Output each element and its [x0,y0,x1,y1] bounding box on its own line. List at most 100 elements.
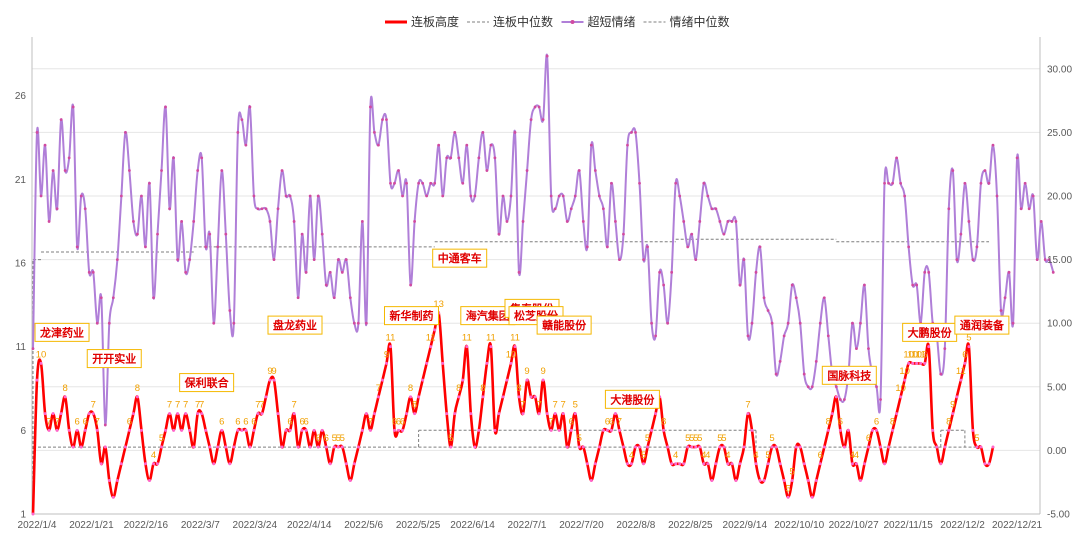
emotion-point [1011,321,1015,325]
height-point [625,462,629,466]
height-point [565,445,569,449]
emotion-point [585,245,589,249]
height-data-label: 4 [673,450,678,461]
height-point [477,428,481,432]
emotion-point [943,347,947,351]
height-point [184,412,188,416]
emotion-point [465,143,469,147]
x-tick-label: 2022/12/2 [940,520,985,531]
height-point [380,378,384,382]
emotion-point [642,258,645,261]
height-point [135,395,139,399]
height-point [320,428,324,432]
emotion-point [714,207,718,211]
height-point [272,378,276,382]
height-point [441,361,445,365]
emotion-point [184,270,188,274]
height-point [457,395,461,399]
height-point [923,361,927,365]
y-left-tick-label: 6 [20,426,26,437]
emotion-point [670,270,674,274]
emotion-point [216,245,220,249]
height-point [790,479,794,483]
emotion-point [682,220,686,223]
height-point [336,445,340,449]
emotion-point [43,143,47,147]
emotion-point [31,347,35,351]
height-data-label: 5 [641,450,646,461]
emotion-point [541,118,545,122]
emotion-point [1035,258,1039,261]
emotion-point [867,347,870,351]
y-left-tick-label: 16 [15,258,27,269]
emotion-point [702,181,706,185]
emotion-point [545,54,549,58]
emotion-point [95,321,99,325]
height-data-label: 5 [974,433,979,444]
y-right-axis: -5.00 0.00 5.00 10.00 15.00 20.00 25.00 30.00 [1047,64,1072,520]
emotion-point [774,372,778,376]
height-point [164,428,168,432]
height-point [220,428,224,432]
plot-frame [31,37,1041,515]
height-data-label: 7 [561,400,566,411]
emotion-point [288,194,292,198]
height-point [690,445,694,449]
emotion-point [236,131,240,134]
height-point [192,445,196,449]
height-point [296,445,300,449]
emotion-point [389,181,392,185]
height-data-label: 5 [717,433,722,444]
height-point [180,428,184,432]
emotion-point [577,169,581,172]
emotion-point [99,296,103,300]
emotion-point [429,181,433,185]
emotion-point [786,321,790,325]
height-point [308,445,312,449]
emotion-point [220,169,224,172]
height-point [43,412,47,416]
emotion-point [822,296,826,300]
height-point [883,462,887,466]
height-data-label: 6 [818,450,823,461]
emotion-point [895,156,898,160]
height-data-label: 7 [167,400,172,411]
annotation-label: 保利联合 [184,376,230,390]
height-point [284,428,288,432]
height-point [244,428,248,432]
height-point [79,445,83,449]
height-data-label: 5 [689,433,694,444]
y-left-tick-label: 21 [15,175,27,186]
height-point [188,428,192,432]
height-data-label: 8 [946,416,951,427]
height-point [425,361,429,365]
height-point [951,412,955,416]
annotation-box: 赣能股份 [536,315,592,335]
height-point [344,462,348,466]
annotation-box: 龙津药业 [34,322,90,342]
height-data-label: 4 [854,450,859,461]
emotion-point [967,220,971,223]
emotion-point [196,169,200,172]
emotion-point [336,258,340,261]
height-point [710,479,714,483]
height-point [268,378,272,382]
height-data-label: 10 [895,383,906,394]
height-data-label: 7 [183,400,188,411]
height-point [714,462,718,466]
height-point [172,428,176,432]
height-point [240,428,244,432]
height-data-label: 6 [396,416,401,427]
emotion-point [762,296,766,300]
height-data-label: 11 [426,333,436,344]
emotion-point [742,258,746,261]
height-data-label: 8 [890,416,895,427]
emotion-line [32,53,1055,427]
y-left-tick-label: 1 [20,510,26,521]
height-point [228,462,232,466]
height-point [674,462,678,466]
height-point [971,428,975,432]
emotion-point [497,232,501,236]
height-point [666,445,670,449]
